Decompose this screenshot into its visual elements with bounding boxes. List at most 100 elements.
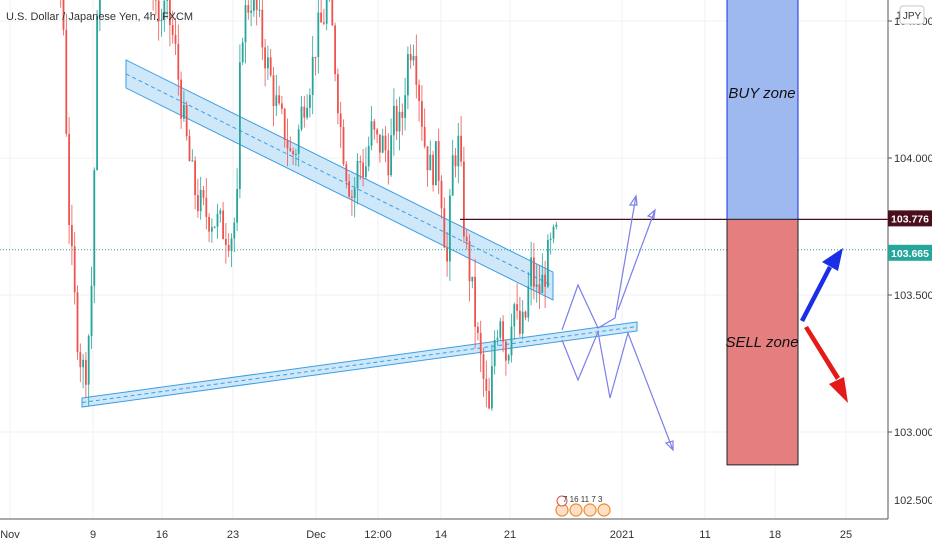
candle-body xyxy=(236,189,238,223)
candle-body xyxy=(233,223,235,239)
time-tick-label: 21 xyxy=(504,529,516,541)
candle-body xyxy=(203,190,205,198)
candle-body xyxy=(533,257,535,286)
candle-body xyxy=(371,121,373,146)
candle-body xyxy=(205,198,207,217)
buy-arrow-icon xyxy=(800,248,843,322)
event-icon xyxy=(598,504,610,516)
candle-body xyxy=(222,211,224,239)
candle-body xyxy=(270,57,272,75)
candle-body xyxy=(65,30,67,134)
candle-body xyxy=(382,136,384,153)
candle-body xyxy=(175,35,177,44)
candle-body xyxy=(253,0,255,11)
projection-arrowhead-up-1 xyxy=(630,196,637,205)
candle-body xyxy=(385,136,387,151)
candle-body xyxy=(441,181,443,208)
candle-body xyxy=(194,160,196,195)
time-tick-label: 18 xyxy=(769,529,781,541)
lower-channel-midline xyxy=(82,327,637,403)
candle-body xyxy=(93,170,95,286)
candle-body xyxy=(197,195,199,211)
currency-badge[interactable]: JPY xyxy=(900,6,924,24)
candle-body xyxy=(219,211,221,214)
candle-body xyxy=(539,284,541,293)
events-marker-text: 7 16 11 7 3 xyxy=(563,495,603,504)
candle-body xyxy=(483,354,485,379)
candle-body xyxy=(449,196,451,262)
candle-body xyxy=(79,352,81,367)
candle-body xyxy=(200,190,202,211)
candle-body xyxy=(292,151,294,155)
currency-badge-label: JPY xyxy=(903,11,922,22)
candle-body xyxy=(315,57,317,58)
candle-body xyxy=(231,238,233,251)
candle-body xyxy=(525,312,527,318)
buy-zone-box[interactable] xyxy=(727,0,798,219)
candle-body xyxy=(494,340,496,366)
candle-body xyxy=(348,181,350,196)
candle-body xyxy=(502,321,504,341)
candle-body xyxy=(435,141,437,185)
candle-body xyxy=(379,134,381,152)
buy-zone-label: BUY zone xyxy=(728,85,795,102)
candle-body xyxy=(295,154,297,155)
candle-body xyxy=(418,85,420,101)
candle-body xyxy=(415,56,417,85)
events-marker[interactable]: 7 16 11 7 3 xyxy=(556,495,610,516)
candle-body xyxy=(343,127,345,164)
chart-title: U.S. Dollar / Japanese Yen, 4h, FXCM xyxy=(6,11,193,23)
candle-body xyxy=(387,150,389,175)
candle-body xyxy=(273,75,275,106)
trade-zones: BUY zone SELL zone xyxy=(725,0,848,465)
candle-body xyxy=(401,112,403,118)
candle-body xyxy=(337,74,339,113)
candle-body xyxy=(410,54,412,60)
candle-body xyxy=(275,95,277,106)
candle-body xyxy=(351,197,353,198)
candle-body xyxy=(469,241,471,281)
candle-body xyxy=(278,95,280,103)
time-tick-label: 12:00 xyxy=(364,529,392,541)
candle-body xyxy=(432,155,434,185)
candle-body xyxy=(245,5,247,42)
candle-body xyxy=(96,16,98,170)
candle-body xyxy=(460,136,462,162)
candle-body xyxy=(522,312,524,334)
candle-body xyxy=(259,10,261,11)
candle-body xyxy=(455,155,457,166)
candle-body xyxy=(491,366,493,408)
candle-body xyxy=(421,101,423,127)
candle-body xyxy=(261,10,263,48)
candle-body xyxy=(508,355,510,360)
candle-body xyxy=(289,148,291,151)
event-icon xyxy=(570,504,582,516)
candle-body xyxy=(354,188,356,198)
candle-body xyxy=(88,336,90,385)
candle-body xyxy=(264,47,266,68)
candle-body xyxy=(359,161,361,163)
projection-arrowhead-down xyxy=(666,441,673,450)
candle-body xyxy=(547,240,549,287)
candle-body xyxy=(172,25,174,35)
candle-body xyxy=(74,246,76,292)
candle-body xyxy=(284,109,286,140)
candle-body xyxy=(334,25,336,74)
candle-body xyxy=(513,304,515,326)
candle-body xyxy=(242,42,244,62)
candle-body xyxy=(317,13,319,58)
candle-body xyxy=(180,80,182,119)
candle-body xyxy=(320,13,322,23)
candle-body xyxy=(214,227,216,228)
time-tick-label: 9 xyxy=(90,529,96,541)
candle-body xyxy=(298,129,300,154)
candle-body xyxy=(553,227,555,239)
candle-body xyxy=(191,160,193,161)
candle-body xyxy=(404,95,406,118)
candle-body xyxy=(217,214,219,227)
candle-body xyxy=(189,136,191,161)
candle-body xyxy=(323,22,325,23)
